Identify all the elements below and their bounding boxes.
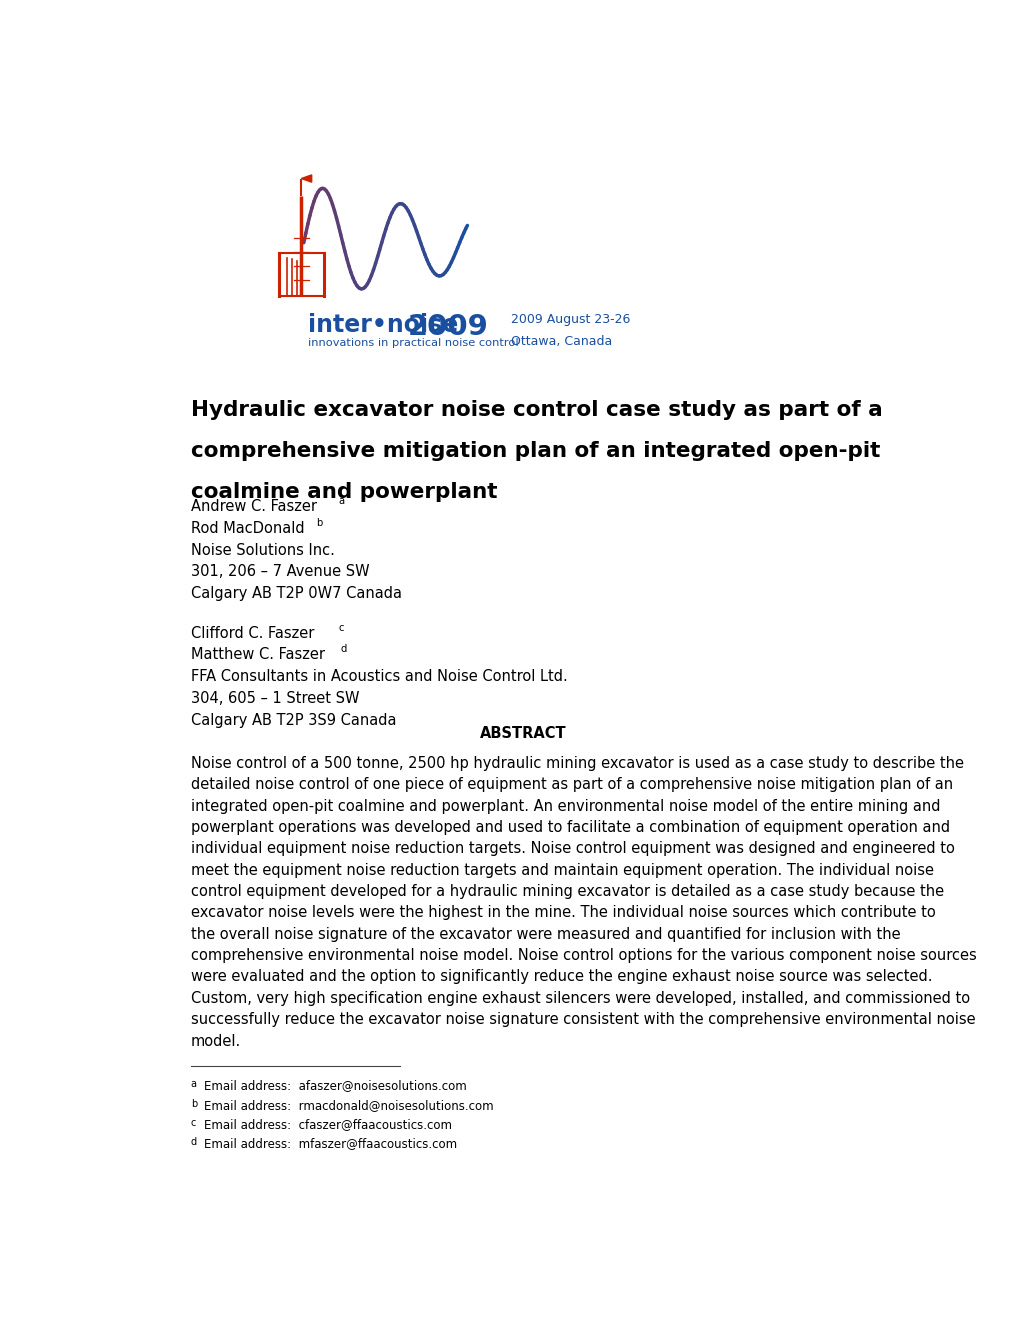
Text: Calgary AB T2P 3S9 Canada: Calgary AB T2P 3S9 Canada bbox=[191, 713, 395, 729]
Text: d: d bbox=[340, 644, 346, 655]
Text: Hydraulic excavator noise control case study as part of a: Hydraulic excavator noise control case s… bbox=[191, 400, 881, 420]
Text: c: c bbox=[338, 623, 343, 632]
Text: Email address:  mfaszer@ffaacoustics.com: Email address: mfaszer@ffaacoustics.com bbox=[204, 1138, 457, 1150]
Text: comprehensive mitigation plan of an integrated open-pit: comprehensive mitigation plan of an inte… bbox=[191, 441, 879, 461]
Text: Email address:  afaszer@noisesolutions.com: Email address: afaszer@noisesolutions.co… bbox=[204, 1080, 467, 1092]
Text: ABSTRACT: ABSTRACT bbox=[479, 726, 566, 741]
Text: 2009: 2009 bbox=[407, 313, 488, 341]
Text: integrated open-pit coalmine and powerplant. An environmental noise model of the: integrated open-pit coalmine and powerpl… bbox=[191, 799, 940, 813]
Text: Andrew C. Faszer: Andrew C. Faszer bbox=[191, 499, 317, 513]
Text: Custom, very high specification engine exhaust silencers were developed, install: Custom, very high specification engine e… bbox=[191, 991, 969, 1006]
Polygon shape bbox=[302, 174, 312, 182]
Text: a: a bbox=[191, 1080, 197, 1089]
Text: Calgary AB T2P 0W7 Canada: Calgary AB T2P 0W7 Canada bbox=[191, 586, 401, 602]
Text: control equipment developed for a hydraulic mining excavator is detailed as a ca: control equipment developed for a hydrau… bbox=[191, 884, 943, 899]
Text: Noise control of a 500 tonne, 2500 hp hydraulic mining excavator is used as a ca: Noise control of a 500 tonne, 2500 hp hy… bbox=[191, 756, 963, 771]
Text: detailed noise control of one piece of equipment as part of a comprehensive nois: detailed noise control of one piece of e… bbox=[191, 777, 952, 792]
Text: powerplant operations was developed and used to facilitate a combination of equi: powerplant operations was developed and … bbox=[191, 820, 949, 836]
Text: individual equipment noise reduction targets. Noise control equipment was design: individual equipment noise reduction tar… bbox=[191, 841, 954, 857]
Text: 304, 605 – 1 Street SW: 304, 605 – 1 Street SW bbox=[191, 692, 359, 706]
Text: model.: model. bbox=[191, 1034, 240, 1048]
Text: were evaluated and the option to significantly reduce the engine exhaust noise s: were evaluated and the option to signifi… bbox=[191, 969, 931, 985]
Text: FFA Consultants in Acoustics and Noise Control Ltd.: FFA Consultants in Acoustics and Noise C… bbox=[191, 669, 567, 684]
Text: a: a bbox=[338, 496, 344, 506]
Text: Matthew C. Faszer: Matthew C. Faszer bbox=[191, 648, 324, 663]
Text: d: d bbox=[191, 1138, 197, 1147]
Text: Email address:  cfaszer@ffaacoustics.com: Email address: cfaszer@ffaacoustics.com bbox=[204, 1118, 451, 1131]
Text: Rod MacDonald: Rod MacDonald bbox=[191, 521, 304, 536]
Text: Ottawa, Canada: Ottawa, Canada bbox=[511, 335, 611, 348]
Text: inter•noise: inter•noise bbox=[308, 313, 466, 337]
Text: coalmine and powerplant: coalmine and powerplant bbox=[191, 482, 496, 502]
Text: b: b bbox=[315, 517, 322, 528]
Text: excavator noise levels were the highest in the mine. The individual noise source: excavator noise levels were the highest … bbox=[191, 906, 934, 920]
Text: innovations in practical noise control: innovations in practical noise control bbox=[308, 338, 518, 348]
Text: meet the equipment noise reduction targets and maintain equipment operation. The: meet the equipment noise reduction targe… bbox=[191, 863, 932, 878]
Text: successfully reduce the excavator noise signature consistent with the comprehens: successfully reduce the excavator noise … bbox=[191, 1012, 974, 1027]
Text: b: b bbox=[191, 1098, 197, 1109]
Text: Noise Solutions Inc.: Noise Solutions Inc. bbox=[191, 543, 334, 557]
Text: c: c bbox=[191, 1118, 196, 1127]
Text: the overall noise signature of the excavator were measured and quantified for in: the overall noise signature of the excav… bbox=[191, 927, 900, 941]
Text: 301, 206 – 7 Avenue SW: 301, 206 – 7 Avenue SW bbox=[191, 565, 369, 579]
Text: 2009 August 23-26: 2009 August 23-26 bbox=[511, 313, 630, 326]
Text: comprehensive environmental noise model. Noise control options for the various c: comprehensive environmental noise model.… bbox=[191, 948, 975, 964]
Text: Clifford C. Faszer: Clifford C. Faszer bbox=[191, 626, 314, 640]
Text: Email address:  rmacdonald@noisesolutions.com: Email address: rmacdonald@noisesolutions… bbox=[204, 1098, 493, 1111]
